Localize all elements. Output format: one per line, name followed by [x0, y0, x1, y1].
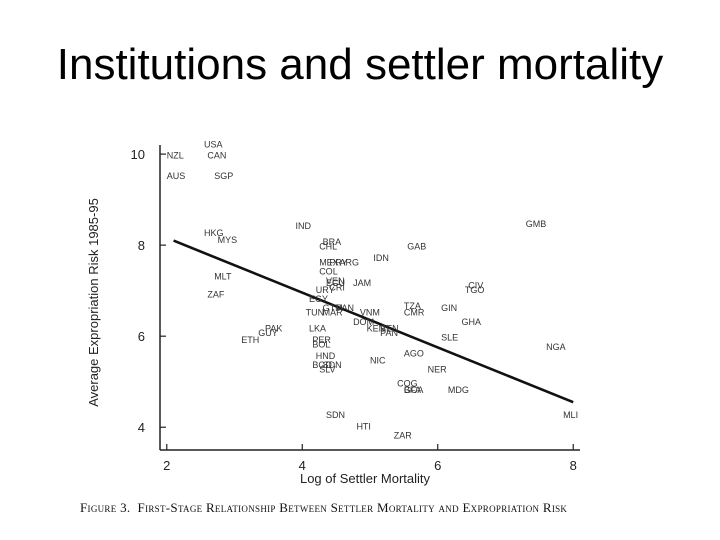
point-label: IND [295, 221, 311, 231]
point-label: VNM [360, 308, 380, 318]
point-label: SGP [214, 171, 233, 181]
point-label: CMR [404, 308, 425, 318]
point-label: CAN [207, 151, 226, 161]
fit-line-group [173, 239, 574, 404]
point-label: PAK [265, 324, 282, 334]
point-label: HKG [204, 228, 224, 238]
point-label: BEN [380, 324, 399, 334]
point-label: SDN [326, 410, 345, 420]
point-label: AUS [167, 171, 186, 181]
point-label: COG [397, 378, 418, 388]
point-label: BFA [404, 385, 421, 395]
point-label: GMB [526, 219, 547, 229]
x-tick-label: 2 [163, 458, 170, 473]
point-label: NIC [370, 356, 386, 366]
x-tick-label: 8 [570, 458, 577, 473]
point-label: NZL [167, 151, 184, 161]
point-label: COL [319, 267, 338, 277]
point-label: HND [316, 351, 336, 361]
point-label: EGY [309, 294, 328, 304]
fit-line [173, 239, 574, 404]
point-label: GUY [258, 328, 278, 338]
point-label: CHL [319, 242, 337, 252]
point-label: MDG [448, 385, 469, 395]
point-label: TZA [404, 301, 421, 311]
y-tick-label: 10 [131, 147, 145, 162]
point-label: IDN [373, 253, 389, 263]
point-label: MLT [214, 271, 232, 281]
x-tick-label: 6 [434, 458, 441, 473]
point-label: ECU [326, 278, 345, 288]
point-label: NER [428, 365, 448, 375]
x-axis-label: Log of Settler Mortality [300, 471, 431, 486]
point-label: KEN [367, 324, 386, 334]
point-label: USA [204, 139, 223, 149]
point-label: SDN [323, 360, 342, 370]
point-label: PER [312, 335, 331, 345]
point-label: ZAF [207, 290, 225, 300]
point-label: GCA [404, 385, 424, 395]
y-tick-label: 8 [138, 238, 145, 253]
point-label: GHA [461, 317, 481, 327]
figure-caption: Figure 3. First-Stage Relationship Betwe… [80, 500, 567, 516]
point-label: PAN [380, 328, 398, 338]
point-label: LKA [309, 324, 326, 334]
point-label: AGO [404, 349, 424, 359]
point-label: NGA [546, 342, 566, 352]
point-label: PRY [329, 258, 347, 268]
point-label: PAN [336, 303, 354, 313]
point-label: MLI [563, 410, 578, 420]
point-label: GIN [441, 303, 457, 313]
point-label: MAR [323, 308, 344, 318]
point-label: MYS [218, 235, 238, 245]
point-label: GTM [323, 303, 343, 313]
chart-axes: 4 6 8 10 2 4 6 8 Log of Settler Mortality Average… [86, 145, 580, 486]
point-label: TGO [465, 285, 485, 295]
point-label: JAM [353, 278, 371, 288]
point-label: GAB [407, 242, 426, 252]
point-label: URY [316, 285, 335, 295]
point-label: BRA [323, 237, 342, 247]
figure-caption-text: First-Stage Relationship Between Settler… [137, 500, 568, 515]
point-label: TUN [306, 308, 325, 318]
slide-title: Institutions and settler mortality [56, 40, 664, 89]
point-label: ARG [340, 258, 360, 268]
point-label: HTI [356, 422, 371, 432]
point-label: BGD [312, 360, 332, 370]
point-label: BOL [312, 340, 330, 350]
x-tick-label: 4 [299, 458, 306, 473]
point-label: DOM [353, 317, 374, 327]
point-label: VEN [326, 276, 345, 286]
y-tick-label: 4 [138, 420, 145, 435]
point-label: CRI [329, 283, 345, 293]
y-axis-label: Average Expropriation Risk 1985-95 [86, 198, 101, 407]
point-label: CIV [468, 280, 483, 290]
point-label: ZAR [394, 431, 413, 441]
figure-number: Figure 3. [80, 500, 131, 515]
point-label: SLE [441, 333, 458, 343]
point-label: MEX [319, 258, 339, 268]
point-label: ETH [241, 335, 259, 345]
y-tick-label: 6 [138, 329, 145, 344]
point-label: SLV [319, 365, 335, 375]
